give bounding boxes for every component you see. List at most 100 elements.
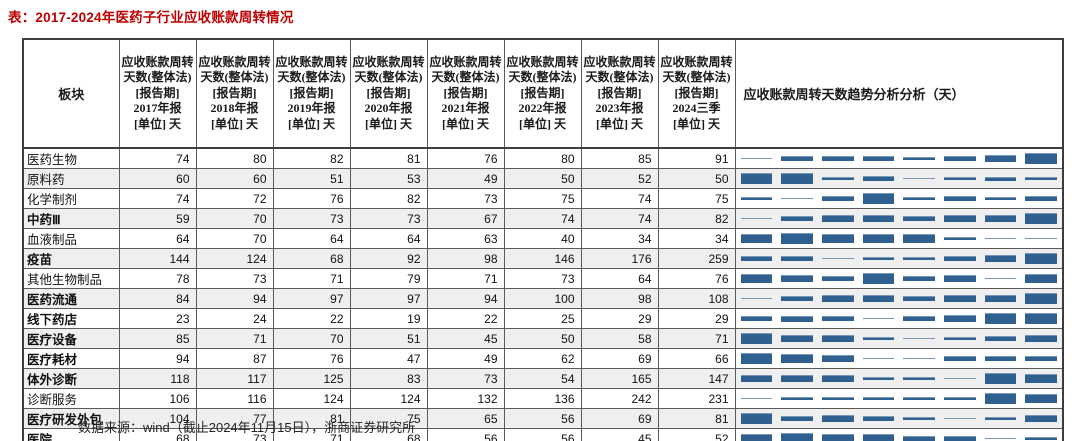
value-cell: 116 [195,388,274,409]
value-cell: 75 [503,188,582,209]
trend-bar [821,215,854,222]
trend-bar [740,315,773,322]
value-cell: 136 [503,388,582,409]
value-cell: 73 [426,368,505,389]
value-cell: 73 [195,268,274,289]
value-cell: 94 [118,348,197,369]
trend-bar [903,216,935,221]
value-cell: 51 [272,168,351,189]
value-cell: 49 [426,348,505,369]
trend-bar-chart [736,231,1062,246]
trend-bar [943,196,976,201]
value-cell: 165 [580,368,659,389]
table-row: 诊断服务 106 116 124 124 132 136 242 231 [22,388,1064,409]
trend-cell [734,147,1064,169]
value-cell: 80 [503,147,582,169]
trend-bar [821,433,854,441]
value-cell: 34 [580,228,659,249]
trend-bar [781,375,813,382]
value-cell: 124 [349,388,428,409]
trend-bar [781,275,813,282]
value-cell: 259 [657,248,736,269]
trend-bar [740,333,773,344]
trend-bar [862,295,895,302]
trend-bar [984,437,1017,440]
value-cell: 71 [426,268,505,289]
trend-cell [734,348,1064,369]
value-cell: 56 [426,428,505,441]
value-cell: 87 [195,348,274,369]
trend-cell [734,228,1064,249]
trend-bar [781,415,813,422]
page-title: 表：2017-2024年医药子行业应收账款周转情况 [8,10,294,25]
value-cell: 78 [118,268,197,289]
value-cell: 49 [426,168,505,189]
trend-bar [781,353,813,364]
trend-cell [734,248,1064,269]
trend-bar [862,357,895,360]
trend-bar [781,233,813,244]
trend-bar [862,397,895,400]
value-cell: 64 [272,228,351,249]
trend-bar [862,273,895,284]
trend-cell [734,328,1064,349]
value-cell: 22 [272,308,351,329]
value-cell: 125 [272,368,351,389]
trend-bar-chart [736,411,1062,426]
trend-bar-chart [736,191,1062,206]
value-cell: 84 [118,288,197,309]
trend-bar [903,416,935,421]
column-header-2023: 应收账款周转天数(整体法) [报告期] 2023年报 [单位] 天 [580,38,659,149]
value-cell: 73 [349,208,428,229]
trend-cell [734,208,1064,229]
table-row: 医疗耗材 94 87 76 47 49 62 69 66 [22,348,1064,369]
trend-bar [943,156,976,161]
column-header-2017: 应收账款周转天数(整体法) [报告期] 2017年报 [单位] 天 [118,38,197,149]
trend-bar [862,337,895,340]
value-cell: 82 [657,208,736,229]
value-cell: 124 [195,248,274,269]
value-cell: 69 [580,408,659,429]
trend-bar [903,177,935,180]
value-cell: 29 [580,308,659,329]
value-cell: 92 [349,248,428,269]
trend-bar-chart [736,351,1062,366]
trend-bar-chart [736,431,1062,441]
trend-bar [943,377,976,380]
trend-bar [984,277,1017,280]
value-cell: 63 [426,228,505,249]
trend-bar [862,215,895,222]
trend-bar [1025,415,1057,422]
trend-bar [984,355,1017,362]
value-cell: 24 [195,308,274,329]
trend-bar [821,257,854,260]
table-row: 血液制品 64 70 64 64 63 40 34 34 [22,228,1064,249]
trend-bar [781,433,813,441]
trend-cell [734,308,1064,329]
data-table: 板块 应收账款周转天数(整体法) [报告期] 2017年报 [单位] 天 应收账… [22,38,1064,441]
trend-bar [943,396,976,401]
trend-bar [903,295,935,302]
trend-bar [821,415,854,422]
trend-bar [781,334,813,343]
value-cell: 68 [272,248,351,269]
trend-bar [740,217,773,220]
value-cell: 231 [657,388,736,409]
trend-bar [943,177,976,180]
sector-cell: 原料药 [22,168,120,189]
trend-cell [734,388,1064,409]
trend-bar [740,353,773,364]
trend-bar [740,196,773,201]
value-cell: 45 [426,328,505,349]
trend-bar [903,316,935,321]
trend-bar [903,234,935,243]
value-cell: 73 [426,188,505,209]
value-cell: 97 [349,288,428,309]
value-cell: 56 [503,428,582,441]
trend-bar [943,356,976,361]
value-cell: 25 [503,308,582,329]
value-cell: 76 [272,188,351,209]
trend-bar [943,315,976,322]
value-cell: 85 [580,147,659,169]
value-cell: 64 [118,228,197,249]
